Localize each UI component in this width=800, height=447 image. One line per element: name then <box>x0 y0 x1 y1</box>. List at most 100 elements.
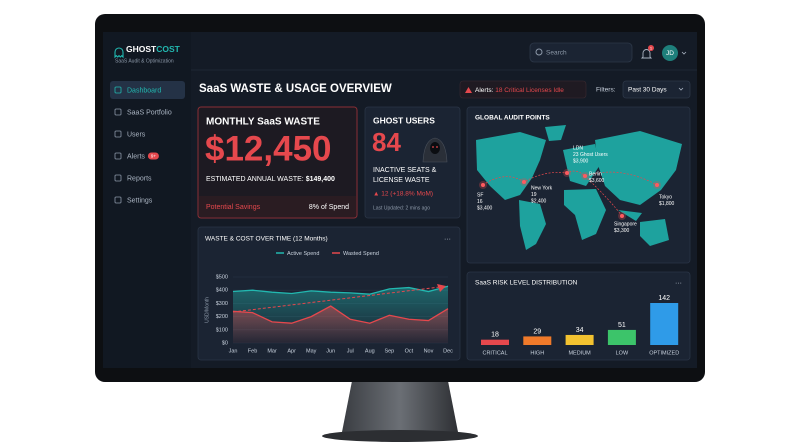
page-title: SaaS WASTE & USAGE OVERVIEW <box>199 83 392 95</box>
filters-label: Filters: <box>596 87 616 94</box>
brand-name-a: GHOST <box>126 44 157 54</box>
nav-item[interactable]: Settings <box>114 196 153 204</box>
legend-label: Active Spend <box>287 251 319 257</box>
x-tick-label: LOW <box>616 350 629 356</box>
map-point-label: 23 Ghost Users <box>573 152 608 158</box>
map-point-label: $3,900 <box>573 158 589 164</box>
nav-label: SaaS Portfolio <box>127 109 172 116</box>
x-tick-label: Jul <box>347 348 354 354</box>
map-point[interactable] <box>565 171 569 175</box>
savings-label: Potential Savings <box>206 204 261 211</box>
nav-label: Users <box>127 131 146 138</box>
x-tick-label: CRITICAL <box>482 350 507 356</box>
nav-item[interactable]: SaaS Portfolio <box>114 108 172 116</box>
route <box>584 175 623 217</box>
map-point[interactable] <box>583 174 587 178</box>
filter-dropdown[interactable] <box>622 80 691 99</box>
avatar-caret[interactable] <box>681 51 687 55</box>
bell-icon[interactable] <box>640 49 653 59</box>
waste-card <box>197 106 358 219</box>
continent <box>564 189 606 240</box>
bar-value-label: 18 <box>491 332 499 339</box>
nav-icon <box>114 130 122 138</box>
trend-arrow-head <box>437 284 446 292</box>
ghost-subtitle-2: LICENSE WASTE <box>373 177 430 184</box>
nav-label: Reports <box>127 175 152 182</box>
ghost-eye <box>436 146 438 148</box>
continent <box>640 219 669 246</box>
bell-badge <box>648 45 654 51</box>
legend-label: Wasted Spend <box>343 251 379 257</box>
search-icon <box>535 48 543 56</box>
continent <box>618 210 642 221</box>
ghost-value: 84 <box>372 127 401 157</box>
alert-label: Alerts: <box>475 87 494 94</box>
bell-badge-count: 1 <box>650 45 653 50</box>
bar <box>565 334 594 345</box>
line <box>232 305 449 324</box>
nav-item[interactable]: Reports <box>114 174 152 182</box>
x-tick-label: HIGH <box>530 350 544 356</box>
filter-caret <box>678 87 684 91</box>
map-point[interactable] <box>481 183 485 187</box>
alert-banner[interactable] <box>459 80 587 99</box>
nav-icon <box>114 108 122 116</box>
search-box[interactable] <box>529 42 633 63</box>
nav-icon <box>114 86 122 94</box>
map-title: GLOBAL AUDIT POINTS <box>475 115 550 122</box>
map-point-label: $3,400 <box>477 205 493 211</box>
bar-value-label: 51 <box>618 322 626 329</box>
ghost-card <box>364 106 461 219</box>
map-point-label: $3,300 <box>614 228 630 234</box>
bar-chart-title: SaaS RISK LEVEL DISTRIBUTION <box>475 280 578 287</box>
nav-label: Settings <box>127 197 153 204</box>
map-point[interactable] <box>522 180 526 184</box>
map-point-label: Singapore <box>614 221 637 227</box>
ghost-updated: Last Updated: 2 mins ago <box>373 205 430 211</box>
continent <box>595 131 682 205</box>
line <box>232 285 449 295</box>
nav-badge <box>147 152 159 160</box>
line-chart-title: WASTE & COST OVER TIME (12 Months) <box>205 236 328 243</box>
map-point[interactable] <box>655 183 659 187</box>
y-tick-label: $0 <box>222 340 228 346</box>
map-point-label: LDN <box>573 145 583 151</box>
card-menu[interactable]: ··· <box>675 280 682 287</box>
ghost-face <box>430 142 440 154</box>
y-tick-label: $500 <box>216 274 228 280</box>
alert-line: Alerts: 18 Critical Licenses Idle <box>475 87 564 94</box>
bar <box>650 303 679 345</box>
savings-band <box>199 196 356 217</box>
x-tick-label: May <box>306 348 317 354</box>
map-point-label: 16 <box>477 199 483 205</box>
brand-name-b: COST <box>156 44 180 54</box>
card-menu[interactable]: ··· <box>444 236 451 243</box>
bar-value-label: 29 <box>533 328 541 335</box>
map-point-label: SF <box>477 192 483 198</box>
search-placeholder: Search <box>546 50 567 57</box>
x-tick-label: Apr <box>287 348 296 354</box>
bar <box>523 336 552 345</box>
avatar[interactable] <box>662 45 678 61</box>
nav-item[interactable]: Dashboard <box>114 86 161 94</box>
bar-value-label: 34 <box>576 327 584 334</box>
nav-item[interactable]: Alerts 9+ <box>114 152 159 161</box>
world-map <box>476 125 682 250</box>
bar-value-label: 142 <box>658 295 670 302</box>
y-tick-label: $300 <box>216 301 228 307</box>
avatar-initials: JD <box>666 50 674 57</box>
annual-line: ESTIMATED ANNUAL WASTE: $149,400 <box>206 176 335 183</box>
nav-item[interactable]: Users <box>114 130 146 138</box>
x-tick-label: MEDIUM <box>568 350 591 356</box>
x-tick-label: Nov <box>424 348 434 354</box>
ghost-title: GHOST USERS <box>373 115 435 125</box>
brand-tagline: SaaS Audit & Optimization <box>115 58 174 64</box>
x-tick-label: Oct <box>405 348 414 354</box>
continent <box>519 200 546 250</box>
y-tick-label: $200 <box>216 314 228 320</box>
map-point[interactable] <box>620 214 624 218</box>
x-tick-label: Jun <box>326 348 335 354</box>
bar <box>481 339 509 345</box>
x-tick-label: Aug <box>365 348 375 354</box>
